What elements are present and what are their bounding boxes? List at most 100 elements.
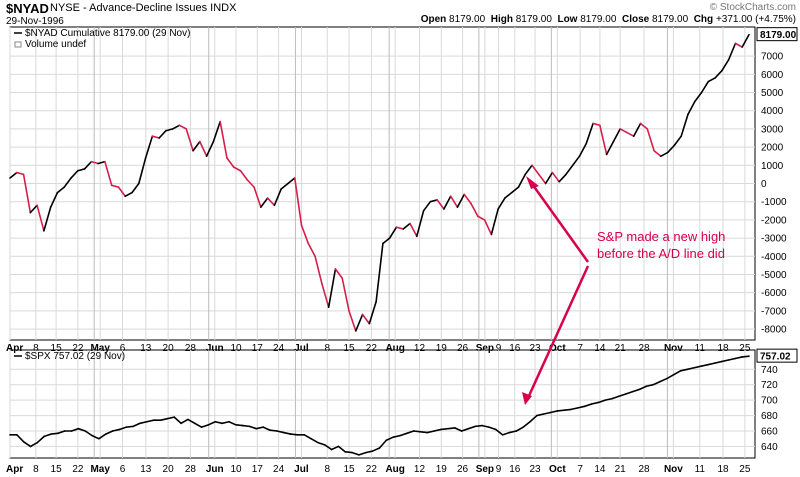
series-segment	[631, 388, 641, 393]
series-segment	[131, 182, 140, 194]
series-segment	[289, 433, 299, 436]
series-segment	[165, 128, 174, 132]
x-tick-label: 11	[695, 464, 706, 475]
x-tick-label: 8	[33, 343, 39, 354]
y-tick-label: 3000	[761, 124, 784, 135]
x-tick-label: 16	[509, 343, 521, 354]
series-segment	[585, 122, 594, 145]
x-tick-label: 15	[51, 464, 63, 475]
x-tick-label: 28	[638, 464, 650, 475]
panel-frame-1	[9, 349, 756, 459]
series-segment	[70, 169, 79, 179]
series-segment	[124, 191, 133, 198]
y-tick-label: -4000	[761, 252, 787, 263]
series-segment	[687, 100, 696, 116]
series-segment	[510, 186, 520, 194]
series-segment	[375, 242, 384, 303]
series-segment	[260, 197, 269, 208]
series-segment	[348, 310, 357, 332]
series-segment	[632, 122, 642, 137]
x-tick-label: 15	[343, 343, 355, 354]
x-tick-label: 22	[366, 464, 378, 475]
series-segment	[76, 168, 86, 172]
series-segment	[314, 255, 323, 285]
series-segment	[70, 427, 80, 432]
high-label: High	[490, 14, 513, 25]
x-tick-label: 26	[457, 464, 469, 475]
series-segment	[330, 445, 340, 451]
series-segment	[173, 416, 182, 425]
x-tick-label: Jul	[294, 464, 309, 475]
series-segment	[402, 222, 411, 230]
x-tick-label: Nov	[664, 343, 683, 354]
series-segment	[22, 173, 32, 214]
series-segment	[515, 426, 524, 432]
series-segment	[253, 186, 262, 208]
series-segment	[392, 434, 401, 438]
series-segment	[235, 424, 244, 427]
series-segment	[590, 401, 600, 405]
series-segment	[542, 411, 552, 415]
series-segment	[266, 197, 276, 207]
series-segment	[727, 42, 737, 61]
x-tick-label: 23	[529, 343, 541, 354]
series-segment	[463, 193, 472, 205]
series-segment	[504, 191, 513, 199]
series-segment	[146, 419, 155, 423]
x-tick-label: 25	[739, 343, 751, 354]
x-tick-label: 8	[324, 464, 330, 475]
close-value: 8179.00	[651, 14, 689, 25]
series-segment	[158, 129, 167, 139]
x-tick-label: 20	[163, 343, 175, 354]
series-segment	[522, 420, 531, 428]
credit-text: © StockCharts.com	[709, 2, 796, 13]
x-tick-label: Nov	[664, 464, 683, 475]
y-tick-label: 5000	[761, 88, 784, 99]
series-segment	[185, 128, 194, 152]
x-tick-label: 25	[739, 464, 751, 475]
series-segment	[365, 450, 374, 454]
series-segment	[660, 151, 669, 158]
series-segment	[307, 242, 316, 258]
x-tick-label: 22	[72, 343, 84, 354]
series-segment	[638, 385, 648, 391]
series-segment	[118, 426, 128, 431]
series-segment	[549, 410, 559, 414]
y-tick-label: -2000	[761, 215, 787, 226]
x-tick-label: Jun	[206, 464, 224, 475]
chg-value: +371.00 (+4.75%)	[715, 14, 796, 25]
x-tick-label: 8	[33, 464, 39, 475]
x-tick-label: 12	[414, 343, 426, 354]
y-tick-label: 720	[761, 380, 778, 391]
series-segment	[558, 173, 567, 183]
series-segment	[110, 184, 120, 188]
series-segment	[544, 171, 554, 185]
series-segment	[226, 157, 235, 168]
series-segment	[287, 177, 296, 185]
series-segment	[341, 277, 350, 312]
series-segment	[171, 124, 181, 130]
series-segment	[187, 418, 196, 425]
x-tick-label: 22	[72, 464, 84, 475]
x-tick-label: 9	[496, 464, 502, 475]
series-segment	[619, 128, 628, 134]
series-segment	[378, 439, 388, 449]
series-segment	[57, 430, 66, 435]
series-segment	[645, 383, 655, 388]
x-tick-label: May	[90, 343, 110, 354]
series-segment	[368, 300, 377, 325]
series-segment	[565, 164, 574, 176]
series-segment	[221, 420, 230, 425]
series-segment	[205, 140, 215, 158]
series-segment	[409, 222, 418, 238]
series-segment	[612, 128, 621, 143]
series-segment	[246, 179, 255, 188]
annotation-line-1: S&P made a new high	[597, 229, 725, 244]
series-segment	[577, 405, 586, 409]
series-segment	[178, 124, 188, 130]
series-segment	[693, 91, 703, 103]
series-segment	[618, 393, 627, 398]
series-segment	[151, 135, 160, 139]
series-segment	[467, 425, 477, 430]
legend-label: $SPX 757.02 (29 Nov)	[25, 351, 125, 362]
